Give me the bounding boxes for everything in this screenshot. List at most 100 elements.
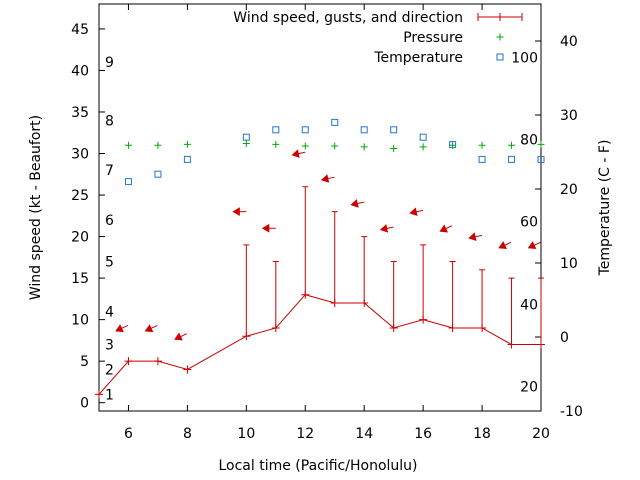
temperature-point [154,170,162,178]
y-right-axis-label: Temperature (C - F) [597,140,613,277]
wind-arrow [320,174,335,183]
wind-arrow [468,232,483,241]
fahrenheit-label: 80 [520,132,538,148]
wind-arrow [439,224,453,233]
beaufort-label: 5 [105,254,114,270]
beaufort-label: 1 [105,387,114,403]
pressure-point [183,140,191,148]
pressure-point [242,140,250,148]
beaufort-label: 7 [105,163,114,179]
wind-arrow-head [261,223,270,233]
axis-label-group: Local time (Pacific/Honolulu) Wind speed … [28,115,613,474]
wind-speed-point [153,357,162,366]
legend-entry-label: Temperature [373,50,463,66]
pressure-point [301,142,309,150]
temperature-point [360,126,368,134]
temperature-point [272,126,280,134]
y-left-tick-label: 20 [71,230,89,246]
wind-arrow [115,324,129,333]
y-right-tick-label: 20 [560,182,578,198]
temperature-point [419,133,427,141]
wind-speed-line [98,294,541,395]
wind-arrow [498,241,512,250]
x-tick-label: 10 [237,426,255,442]
temperature-point [390,126,398,134]
beaufort-label: 3 [105,338,114,354]
wind-arrow [144,324,158,333]
wind-arrow-head [144,324,154,333]
x-tick-label: 14 [355,426,373,442]
wind-arrow-group [115,149,541,341]
wind-arrow-head [320,174,330,183]
wind-speed-point [124,357,133,366]
temperature-point [508,155,516,163]
pressure-point [478,141,486,149]
temperature-point [183,155,191,163]
wind-arrow-head [174,332,183,341]
x-tick-label: 12 [296,426,314,442]
temperature-point [331,118,339,126]
y-left-tick-label: 0 [80,396,89,412]
pressure-point [272,140,280,148]
y-left-tick-label: 45 [71,22,89,38]
y-left-tick-label: 10 [71,313,89,329]
x-tick-label: 18 [473,426,491,442]
pressure-point [124,141,132,149]
pressure-point [154,141,162,149]
x-tick-label: 16 [414,426,432,442]
legend-temperature-marker [496,53,504,61]
y-left-tick-label: 40 [71,63,89,79]
y-left-tick-label: 35 [71,105,89,121]
x-tick-label: 8 [183,426,192,442]
pressure-point [419,143,427,151]
plot-frame-group [98,3,542,412]
y-right-tick-label: 0 [560,330,569,346]
beaufort-label: 9 [105,55,114,71]
wind-arrow [232,207,247,217]
temperature-point [301,126,309,134]
wind-arrow-head [379,224,389,233]
fahrenheit-label: 20 [520,380,538,396]
wind-arrow-head [115,324,124,333]
x-tick-label: 6 [124,426,133,442]
y-right-tick-label: 30 [560,108,578,124]
plot-frame [98,3,542,412]
y-left-tick-label: 25 [71,188,89,204]
fahrenheit-label: 100 [511,50,538,66]
y-right-tick-label: -10 [560,404,583,420]
wind-arrow [174,332,188,341]
wind-arrow [527,241,541,250]
pressure-point [390,145,398,153]
pressure-point [331,142,339,150]
beaufort-label: 2 [105,362,114,378]
legend-entry-label: Wind speed, gusts, and direction [233,10,463,26]
wind-speed-point [95,390,103,399]
tick-group: 6 8 10 12 14 16 18 20051015202530354045-1001020… [71,4,583,442]
beaufort-label: 6 [105,213,114,229]
fahrenheit-label: 40 [520,297,538,313]
inner-scale-label-group: 1 2 3 4 5 6 7 8 9 20 40 60 80 100 [105,50,538,403]
pressure-point [508,141,516,149]
wind-arrow-head [439,224,448,233]
y-left-axis-label: Wind speed (kt - Beaufort) [28,115,44,300]
legend-entry-label: Pressure [403,30,463,46]
y-left-tick-label: 5 [80,354,89,370]
legend: Wind speed, gusts, and direction Pressure… [233,10,523,66]
wind-arrow-head [498,241,507,250]
temperature-point [242,133,250,141]
wind-arrow-head [527,241,537,250]
y-right-tick-label: 40 [560,34,578,50]
fahrenheit-label: 60 [520,215,538,231]
y-right-tick-label: 10 [560,256,578,272]
wind-arrow-head [291,149,300,158]
temperature-point [449,141,457,149]
series-group [95,118,545,399]
wind-arrow-head [468,232,477,241]
x-axis-label: Local time (Pacific/Honolulu) [218,458,417,474]
wind-arrow [261,223,276,233]
pressure-point [537,140,545,148]
beaufort-label: 8 [105,113,114,129]
wind-arrow [409,207,424,217]
wind-arrow [350,199,365,208]
